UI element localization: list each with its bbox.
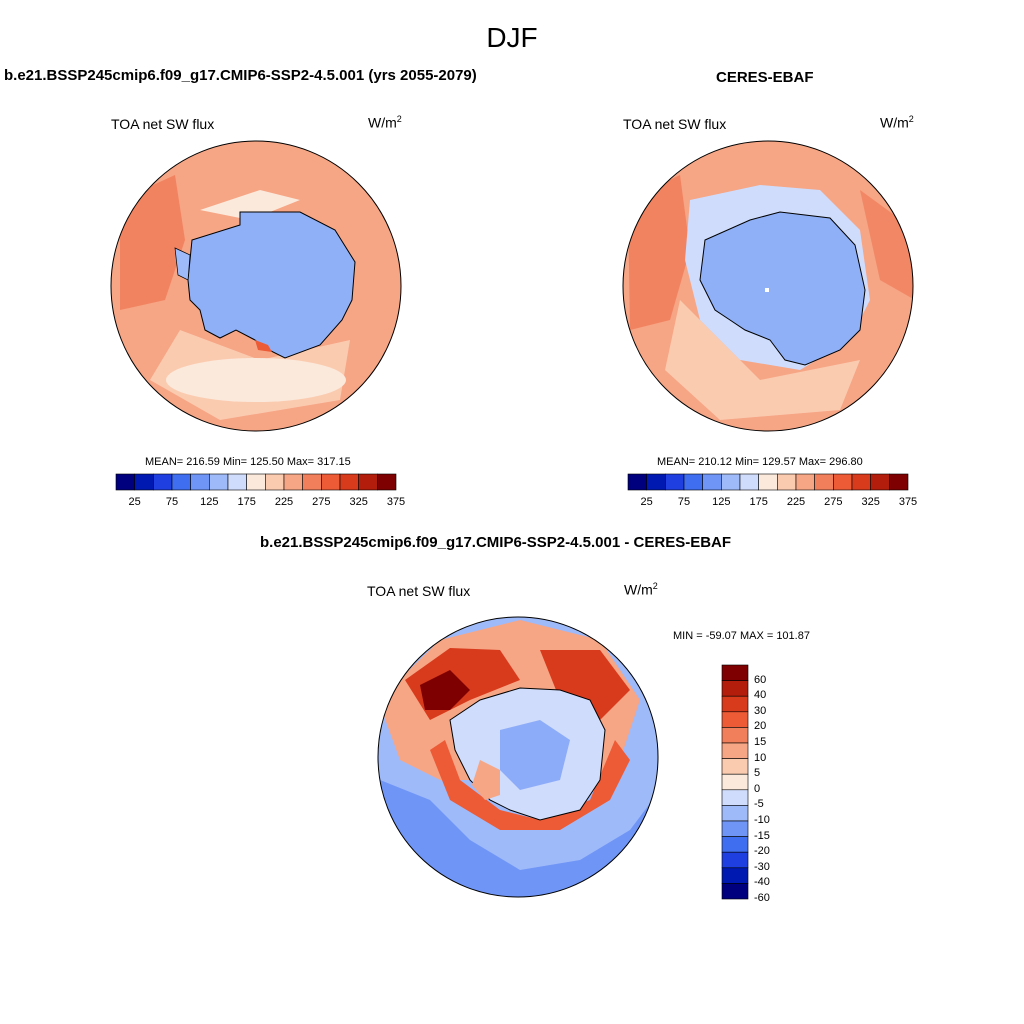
panel-1-colorbar-box (321, 473, 341, 491)
panel-2-units: W/m2 (880, 114, 914, 131)
panel-3-colorbar-box (721, 664, 749, 681)
panel-3-colorbar-box (721, 680, 749, 697)
panel-2-colorbar-tick-label: 375 (898, 496, 918, 508)
panel-3-colorbar-tick-label: 15 (754, 736, 767, 748)
panel-3-colorbar-tick-label: 40 (754, 689, 767, 702)
panel-1-stats: MEAN= 216.59 Min= 125.50 Max= 317.15 (145, 456, 351, 468)
panel-3-colorbar-tick-label: 20 (754, 720, 767, 733)
panel-2-colorbar-box (683, 473, 703, 491)
panel-2-colorbar-box (777, 473, 797, 491)
panel-2-colorbar-box (739, 473, 759, 491)
panel-3-colorbar-box (721, 789, 749, 806)
panel-2-colorbar-box (646, 473, 666, 491)
panel-3-colorbar-box (721, 711, 749, 728)
panel-3-colorbar-box (721, 867, 749, 884)
panel-1-colorbar-box (227, 473, 247, 491)
panel-1-colorbar-box (115, 473, 135, 491)
panel-2-colorbar-box (814, 473, 834, 491)
panel-2-colorbar-tick-label: 325 (861, 496, 880, 508)
panel-2-colorbar-box (795, 473, 815, 491)
panel-3-colorbar-tick-label: -30 (754, 860, 770, 873)
panel-2-colorbar-box (833, 473, 853, 491)
panel-3-map (378, 617, 658, 897)
panel-1-colorbar-box (283, 473, 303, 491)
panel-1-colorbar-tick-label: 325 (349, 496, 368, 508)
panel-2-colorbar-box (851, 473, 871, 491)
panel-1-colorbar-tick-label: 25 (128, 496, 141, 508)
panel-1-colorbar-box (339, 473, 359, 491)
panel-1-colorbar-tick-label: 375 (386, 496, 406, 508)
panel-1-colorbar-box (209, 473, 229, 491)
panel-2-colorbar-box (758, 473, 778, 491)
panel-3-colorbar-box (721, 820, 749, 837)
panel-3-colorbar-tick-label: 60 (754, 673, 767, 686)
panel-1-units: W/m2 (368, 114, 402, 131)
panel-1-colorbar-box (134, 473, 154, 491)
panel-3-colorbar (721, 664, 749, 900)
panel-2-colorbar-box (889, 473, 909, 491)
panel-1-colorbar-tick-label: 275 (312, 496, 331, 508)
panel-1-colorbar-tick-label: 75 (165, 496, 179, 508)
panel-2-colorbar-tick-label: 275 (824, 496, 843, 508)
panel-2-colorbar-box (721, 473, 741, 491)
panel-2-map (623, 141, 913, 431)
panel-3-colorbar-box (721, 773, 749, 791)
panel-2-variable: TOA net SW flux (623, 116, 727, 132)
panel-2-colorbar-tick-label: 225 (786, 496, 806, 508)
panel-3-colorbar-tick-label: 10 (754, 751, 767, 764)
panel-2-colorbar-box (627, 473, 647, 491)
panel-2-colorbar-box (665, 473, 685, 491)
panel-3-colorbar-tick-label: -15 (754, 829, 770, 842)
panel-1-variable: TOA net SW flux (111, 116, 215, 132)
panel-3-colorbar-tick-label: 0 (754, 782, 761, 795)
panel-3-colorbar-box (721, 836, 749, 853)
panel-3-colorbar-box (721, 742, 749, 759)
panel-1-map (111, 141, 401, 431)
panel-2-colorbar-tick-label: 25 (640, 496, 653, 508)
panel-3-stats: MIN = -59.07 MAX = 101.87 (673, 630, 810, 642)
panel-3-units: W/m2 (624, 581, 658, 598)
panel-3-colorbar-box (721, 883, 749, 900)
panel-1-colorbar-box (302, 473, 322, 491)
panel-3-map-border (377, 616, 659, 898)
panel-2-colorbar-tick-label: 125 (712, 496, 731, 508)
panel-2-colorbar-tick-label: 75 (677, 496, 691, 508)
panel-1-colorbar-tick-label: 175 (237, 496, 256, 508)
panel-1-colorbar-box (377, 473, 397, 491)
panel-3-title: b.e21.BSSP245cmip6.f09_g17.CMIP6-SSP2-4.… (260, 534, 732, 551)
panel-3-colorbar-tick-label: -5 (754, 798, 764, 811)
panel-1-colorbar-box (265, 473, 285, 491)
panel-2-stats: MEAN= 210.12 Min= 129.57 Max= 296.80 (657, 456, 863, 468)
panel-1-colorbar-box (190, 473, 210, 491)
panel-1-colorbar-box (358, 473, 378, 491)
panel-3-colorbar-tick-label: -10 (754, 814, 770, 826)
panel-1-colorbar (115, 473, 397, 491)
panel-2-title: CERES-EBAF (716, 69, 814, 86)
figure-title: DJF (486, 22, 538, 53)
panel-3-colorbar-tick-label: -60 (754, 892, 770, 904)
panel-3-colorbar-tick-label: 5 (754, 767, 761, 780)
panel-1-title: b.e21.BSSP245cmip6.f09_g17.CMIP6-SSP2-4.… (4, 67, 477, 84)
panel-3-colorbar-tick-label: -20 (754, 845, 770, 858)
panel-1-colorbar-box (153, 473, 173, 491)
panel-2-map-border (622, 140, 914, 432)
panel-3-colorbar-tick-label: 30 (754, 704, 767, 717)
panel-2-colorbar-box (702, 473, 722, 491)
panel-1-colorbar-box (246, 473, 266, 491)
panel-3-colorbar-tick-label: -40 (754, 876, 770, 889)
panel-1-colorbar-box (171, 473, 191, 491)
panel-3-colorbar-box (721, 851, 749, 869)
panel-3-colorbar-box (721, 805, 749, 822)
panel-3-colorbar-box (721, 758, 749, 775)
panel-1-map-border (110, 140, 402, 432)
panel-1-colorbar-tick-label: 125 (200, 496, 219, 508)
panel-1-colorbar-tick-label: 225 (274, 496, 294, 508)
panel-2-colorbar (627, 473, 909, 491)
panel-3-colorbar-box (721, 695, 749, 713)
panel-3-variable: TOA net SW flux (367, 583, 471, 599)
panel-2-colorbar-box (870, 473, 890, 491)
panel-3-colorbar-box (721, 727, 749, 744)
panel-2-colorbar-tick-label: 175 (749, 496, 768, 508)
